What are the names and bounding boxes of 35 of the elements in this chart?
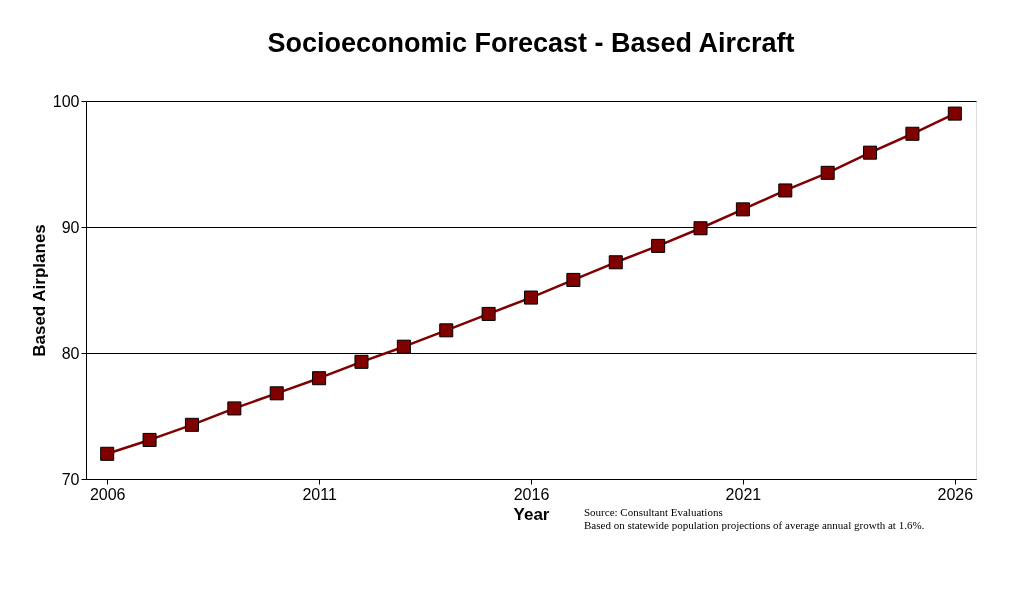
text: Based on statewide population projections of average annual growth at 1.6%. [584,519,925,531]
y-tick-label: 80 [61,344,80,362]
point [100,446,115,461]
point [905,126,920,141]
point [184,417,199,432]
y-tick-label: 100 [52,92,80,110]
point [354,354,369,369]
x-tick-label: 2021 [725,485,762,503]
x-tick-label: 2016 [513,485,550,503]
x-axis-title: Year [513,504,550,524]
point [651,238,666,253]
point [142,432,157,447]
point [523,290,539,305]
point [269,386,284,401]
point [863,145,878,160]
source-note: Source: Consultant Evaluations [584,506,723,518]
point [481,306,496,321]
chart-title: Socioeconomic Forecast - Based Aircraft [267,28,795,58]
point [608,255,623,270]
y-tick-label: 90 [61,218,80,236]
point [778,183,793,198]
point [312,371,327,386]
point [693,221,708,236]
point [566,272,581,287]
point [227,401,242,416]
point [439,323,454,338]
point [947,106,962,121]
y-axis-title: Based Airplanes [29,224,49,357]
point [735,202,750,217]
x-tick-label: 2011 [302,485,337,503]
x-tick-label: 2026 [937,485,974,503]
point [820,165,835,180]
x-tick-label: 2006 [89,485,126,503]
y-tick-label: 70 [61,470,80,488]
point [396,339,411,354]
